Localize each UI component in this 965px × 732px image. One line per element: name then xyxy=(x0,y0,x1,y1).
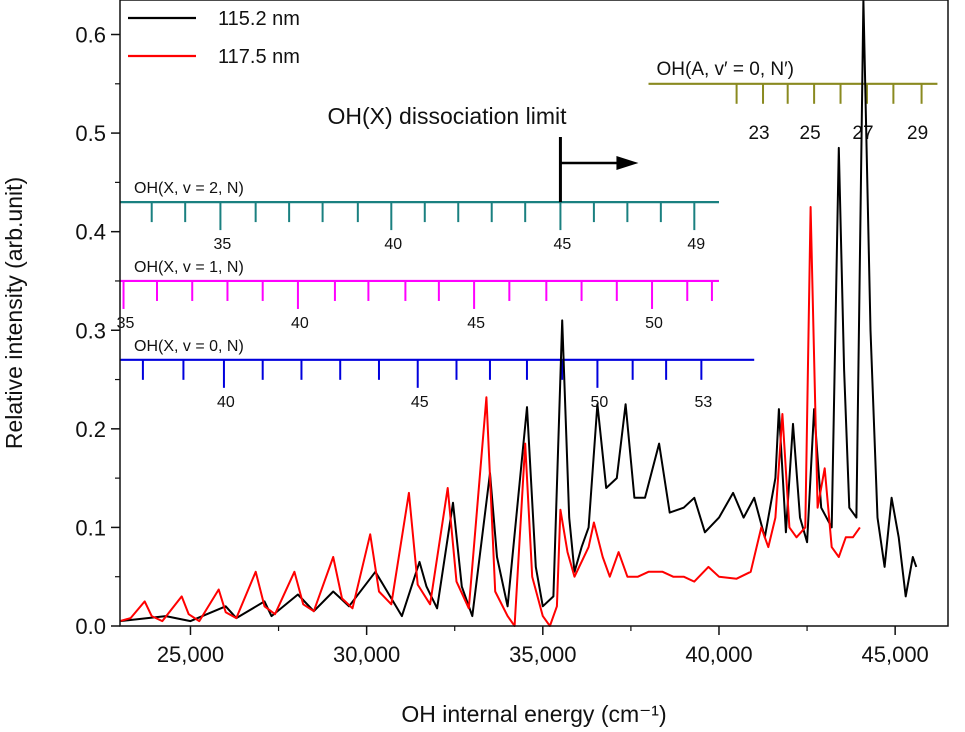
plot-frame xyxy=(119,0,949,627)
legend-label-117-5nm: 117.5 nm xyxy=(218,46,300,68)
x-tick-label: 40,000 xyxy=(685,642,752,667)
ladder-label: 40 xyxy=(384,236,402,253)
ladder-3: OH(A, v′ = 0, N′) 23 25 27 29 xyxy=(648,59,938,144)
ladder-label: 29 xyxy=(907,123,928,144)
y-tick-label: 0.6 xyxy=(75,23,106,48)
y-tick-label: 0.1 xyxy=(75,515,106,540)
ladder-label: 50 xyxy=(645,315,663,332)
ladder-label: 49 xyxy=(687,236,705,253)
ladder-label: 45 xyxy=(467,315,485,332)
ladder-label: 40 xyxy=(217,394,235,411)
x-tick-label: 35,000 xyxy=(509,642,576,667)
y-tick-label: 0.3 xyxy=(75,318,106,343)
ladder-label: 45 xyxy=(554,236,572,253)
ladder-label: 45 xyxy=(411,394,429,411)
ladder-label: 35 xyxy=(117,315,135,332)
x-tick-label: 25,000 xyxy=(157,642,224,667)
y-axis-ticks: 0.0 0.1 0.2 0.3 0.4 0.5 0.6 xyxy=(75,23,120,639)
y-axis-title: Relative intensity (arb.unit) xyxy=(1,177,27,449)
ladder-2: OH(X, v = 0, N) 40 45 50 53 xyxy=(120,338,755,411)
x-tick-label: 45,000 xyxy=(862,642,929,667)
x-axis-ticks: 25,000 30,000 35,000 40,000 45,000 xyxy=(157,626,929,667)
ladder-label: 27 xyxy=(852,123,873,144)
dissociation-arrow-head xyxy=(616,156,639,170)
ladder-label: 40 xyxy=(291,315,309,332)
series-line-0 xyxy=(119,0,918,623)
legend: 115.2 nm 117.5 nm xyxy=(128,8,300,68)
ladder-title: OH(X, v = 1, N) xyxy=(134,259,244,276)
ladder-label: 53 xyxy=(694,394,712,411)
ladder-0: OH(X, v = 2, N) 35 40 45 49 xyxy=(120,180,719,253)
y-tick-label: 0.4 xyxy=(75,220,106,245)
dissociation-limit-annotation: OH(X) dissociation limit xyxy=(328,103,639,203)
ladder-title: OH(A, v′ = 0, N′) xyxy=(657,59,795,80)
y-tick-label: 0.5 xyxy=(75,121,106,146)
legend-label-115-2nm: 115.2 nm xyxy=(218,8,300,30)
x-tick-label: 30,000 xyxy=(333,642,400,667)
ladder-1: OH(X, v = 1, N) 35 40 45 50 xyxy=(117,259,719,332)
spectra-series xyxy=(119,0,918,627)
ladder-label: 23 xyxy=(748,123,769,144)
x-axis-title: OH internal energy (cm⁻¹) xyxy=(401,701,666,727)
ladder-label: 25 xyxy=(800,123,821,144)
series-line-1 xyxy=(119,206,861,627)
ladder-label: 35 xyxy=(214,236,232,253)
energy-level-ladders: OH(X, v = 2, N) 35 40 45 49 OH(X, v = 1, N) 35… xyxy=(117,59,938,411)
ladder-title: OH(X, v = 0, N) xyxy=(134,338,244,355)
dissociation-limit-label: OH(X) dissociation limit xyxy=(328,103,568,129)
ladder-title: OH(X, v = 2, N) xyxy=(134,180,244,197)
y-tick-label: 0.2 xyxy=(75,417,106,442)
y-tick-label: 0.0 xyxy=(75,614,106,639)
ladder-label: 50 xyxy=(591,394,609,411)
axes xyxy=(119,0,949,627)
